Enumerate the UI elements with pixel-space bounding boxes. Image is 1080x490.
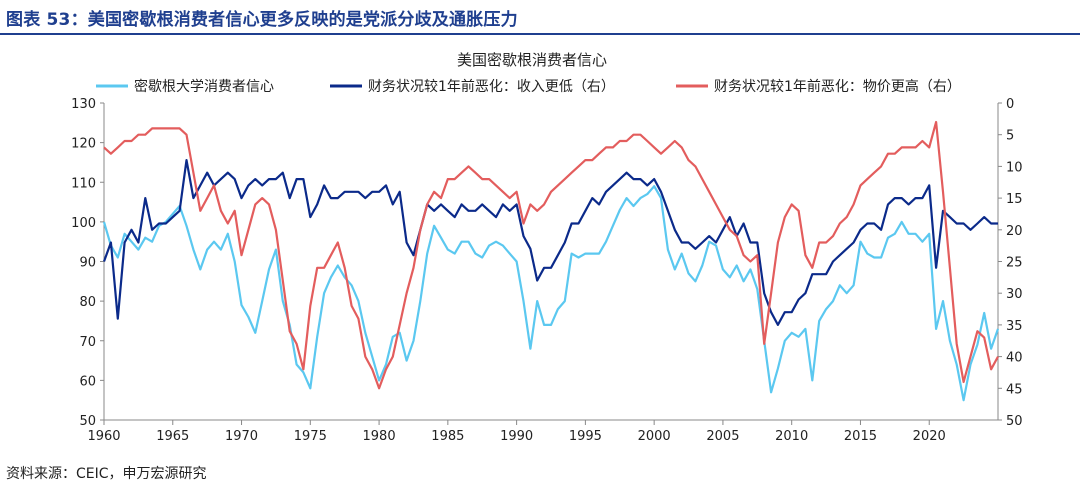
title-divider (0, 33, 1080, 35)
legend-label: 财务状况较1年前恶化：收入更低（右） (368, 78, 615, 95)
figure-title: 图表 53：美国密歇根消费者信心更多反映的是党派分歧及通胀压力 (6, 10, 518, 30)
right-tick-label: 35 (1006, 319, 1023, 334)
consumer-sentiment-chart: 美国密歇根消费者信心 密歇根大学消费者信心 财务状况较1年前恶化：收入更低（右） 财… (71, 51, 1022, 444)
left-tick-label: 130 (71, 97, 96, 112)
series-prices-higher-line (103, 120, 999, 390)
x-tick-label: 1980 (363, 429, 396, 444)
x-tick-label: 1985 (431, 429, 464, 444)
left-tick-label: 120 (71, 137, 96, 152)
right-tick-label: 30 (1006, 287, 1023, 302)
left-tick-label: 80 (79, 295, 96, 310)
series-income-lower-line (102, 159, 998, 326)
series-sentiment-line (102, 185, 1000, 402)
right-tick-label: 10 (1006, 160, 1023, 175)
left-tick-label: 50 (79, 414, 96, 429)
right-tick-label: 5 (1006, 129, 1014, 144)
plot-area: 50 60 70 80 90 100 110 120 130 0 5 10 15 20 25 30 35 40 45… (71, 97, 1022, 444)
x-tick-label: 2020 (913, 429, 946, 444)
x-tick-label: 1970 (225, 429, 258, 444)
x-tick-label: 2015 (844, 429, 877, 444)
chart-title: 美国密歇根消费者信心 (457, 51, 607, 69)
x-tick-label: 1990 (500, 429, 533, 444)
right-tick-label: 40 (1006, 351, 1023, 366)
left-tick-label: 100 (71, 216, 96, 231)
x-tick-label: 1995 (569, 429, 602, 444)
x-tick-label: 2010 (775, 429, 808, 444)
right-tick-label: 45 (1006, 382, 1023, 397)
legend: 密歇根大学消费者信心 财务状况较1年前恶化：收入更低（右） 财务状况较1年前恶化：物… (96, 78, 961, 95)
left-tick-label: 90 (79, 256, 96, 271)
right-tick-label: 50 (1006, 414, 1023, 429)
right-tick-label: 25 (1006, 256, 1023, 271)
source-note: 资料来源：CEIC，申万宏源研究 (6, 466, 207, 482)
legend-label: 财务状况较1年前恶化：物价更高（右） (714, 78, 961, 95)
legend-label: 密歇根大学消费者信心 (134, 78, 274, 95)
left-tick-label: 110 (71, 176, 96, 191)
left-tick-label: 70 (79, 335, 96, 350)
right-tick-label: 0 (1006, 97, 1014, 112)
right-tick-label: 15 (1006, 192, 1023, 207)
right-tick-label: 20 (1006, 224, 1023, 239)
x-tick-label: 2005 (706, 429, 739, 444)
left-tick-label: 60 (79, 374, 96, 389)
x-tick-label: 1965 (156, 429, 189, 444)
x-tick-label: 1975 (294, 429, 327, 444)
x-tick-label: 1960 (87, 429, 120, 444)
x-tick-label: 2000 (638, 429, 671, 444)
